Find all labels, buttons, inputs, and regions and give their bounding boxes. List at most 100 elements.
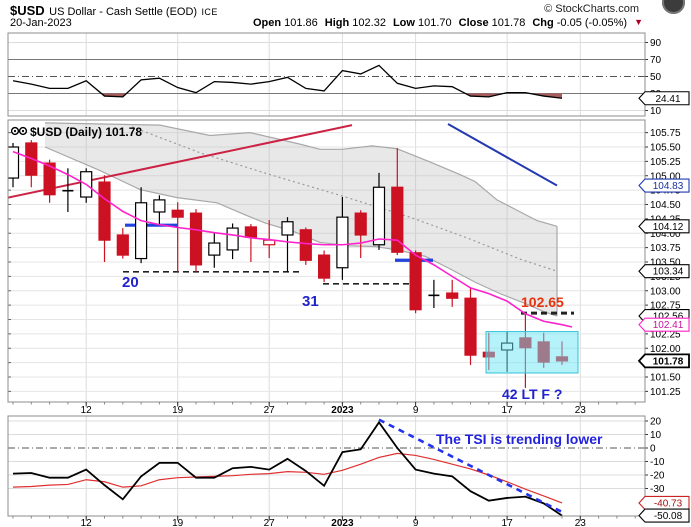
price-level-box [638, 178, 690, 193]
price-level-value: 103.34 [653, 267, 684, 278]
candle-body [98, 181, 111, 241]
candle-body [189, 212, 203, 266]
candle [171, 202, 184, 272]
price-content: 20 31 102.65 42 LT F ? [8, 122, 579, 402]
price-ytick-label: 104.00 [650, 229, 681, 240]
candle-body [226, 227, 239, 251]
xtick-label: 27 [264, 518, 276, 527]
tsi-content: The TSI is trending lower [12, 418, 603, 516]
glasses-icon [10, 126, 20, 136]
tsi-line [12, 420, 563, 516]
xtick-label: 23 [575, 518, 587, 527]
tsi-x-axis: 12 19 27 2023 9 17 23 [12, 516, 636, 527]
candle-body [244, 226, 257, 238]
chart-header: $USD US Dollar - Cash Settle (EOD) ICE [10, 2, 218, 20]
candle [354, 210, 367, 258]
candle-body [372, 186, 386, 246]
xtick-label: 23 [575, 405, 587, 416]
candle [299, 227, 312, 265]
candle-body [281, 221, 294, 236]
tsi-ytick-label: -20 [650, 471, 665, 482]
exchange: ICE [201, 7, 218, 17]
symbol: $USD [10, 3, 45, 18]
candle [62, 168, 74, 212]
candle-body [171, 209, 184, 218]
price-ytick-label: 105.50 [650, 143, 681, 154]
rsi-ytick-label: 90 [650, 38, 662, 49]
tsi-ytick-label: 10 [650, 430, 662, 441]
xtick-label: 12 [81, 518, 93, 527]
tsi-annotation: The TSI is trending lower [436, 431, 603, 447]
price-level-value: 104.83 [653, 181, 684, 192]
quote-value: 101.78 [488, 17, 526, 29]
corner-badge-icon[interactable] [662, 0, 685, 14]
rsi-panel-border [7, 32, 646, 117]
quote-line: Open 101.86 High 102.32 Low 101.70 Close 10… [253, 17, 643, 29]
quote-value: 101.86 [281, 17, 318, 29]
highlight-box [485, 331, 579, 374]
glasses-icon [18, 126, 28, 136]
candle-body [153, 199, 166, 213]
candle-body [43, 162, 56, 196]
price-level-value: 102.56 [653, 312, 684, 323]
xtick-label: 17 [502, 405, 514, 416]
rsi-line [12, 64, 563, 99]
xtick-label: 19 [172, 405, 184, 416]
price-annotation: 42 LT F ? [502, 386, 562, 402]
tsi-ytick-label: 20 [650, 417, 662, 428]
quote-label: High [324, 17, 350, 29]
candle [25, 140, 38, 188]
candle [116, 228, 129, 259]
candle-body [409, 252, 422, 311]
quote-label: Low [392, 17, 415, 29]
price-ytick-label: 101.50 [650, 373, 681, 384]
candle [208, 233, 221, 268]
price-ytick-label: 102.25 [650, 329, 681, 340]
chg-down-triangle-icon: ▼ [634, 17, 643, 27]
rsi-current-value: 24.41 [655, 94, 680, 105]
candle [281, 217, 294, 272]
price-panel-border [7, 119, 646, 403]
candle [372, 172, 386, 250]
price-ytick-label: 101.25 [650, 387, 681, 398]
channel-fill [45, 122, 557, 317]
candle-body [135, 202, 148, 260]
price-annotation: 20 [122, 274, 139, 291]
price-level-value: 104.12 [653, 222, 684, 233]
candle [80, 168, 93, 203]
candle-body [464, 297, 477, 356]
rising-trendline [8, 124, 353, 199]
candle [409, 250, 422, 314]
quote-label: Chg [532, 17, 554, 29]
falling-trendline [447, 123, 558, 187]
price-level-value: 102.41 [653, 320, 684, 331]
tsi-current-box [638, 495, 690, 511]
price-ytick-label: 105.00 [650, 171, 681, 182]
tsi-dashed-trendline [378, 418, 562, 513]
candle [391, 148, 404, 256]
candle [8, 142, 20, 188]
candle [464, 287, 477, 365]
quote-label: Open [252, 17, 282, 29]
xtick-label: 17 [502, 518, 514, 527]
candle [226, 223, 239, 260]
price-panel-label: $USD (Daily) 101.78 [10, 125, 142, 139]
candle-body [336, 216, 349, 269]
tsi-ytick-label: -30 [650, 484, 665, 495]
candle [244, 224, 257, 262]
channel-lower-line [44, 146, 558, 317]
candle [446, 279, 459, 307]
instrument-name: US Dollar - Cash Settle (EOD) [49, 6, 198, 18]
tsi-panel-border [7, 415, 646, 517]
price-ytick-label: 103.50 [650, 258, 681, 269]
price-ytick-label: 105.75 [650, 128, 681, 139]
candle-body [208, 242, 221, 256]
xtick-label: 12 [81, 405, 93, 416]
candle [153, 195, 166, 225]
candle-body [8, 146, 20, 179]
tsi-ytick-label: -10 [650, 457, 665, 468]
rsi-ytick-label: 10 [650, 106, 662, 117]
chart-date: 20-Jan-2023 [10, 17, 72, 29]
